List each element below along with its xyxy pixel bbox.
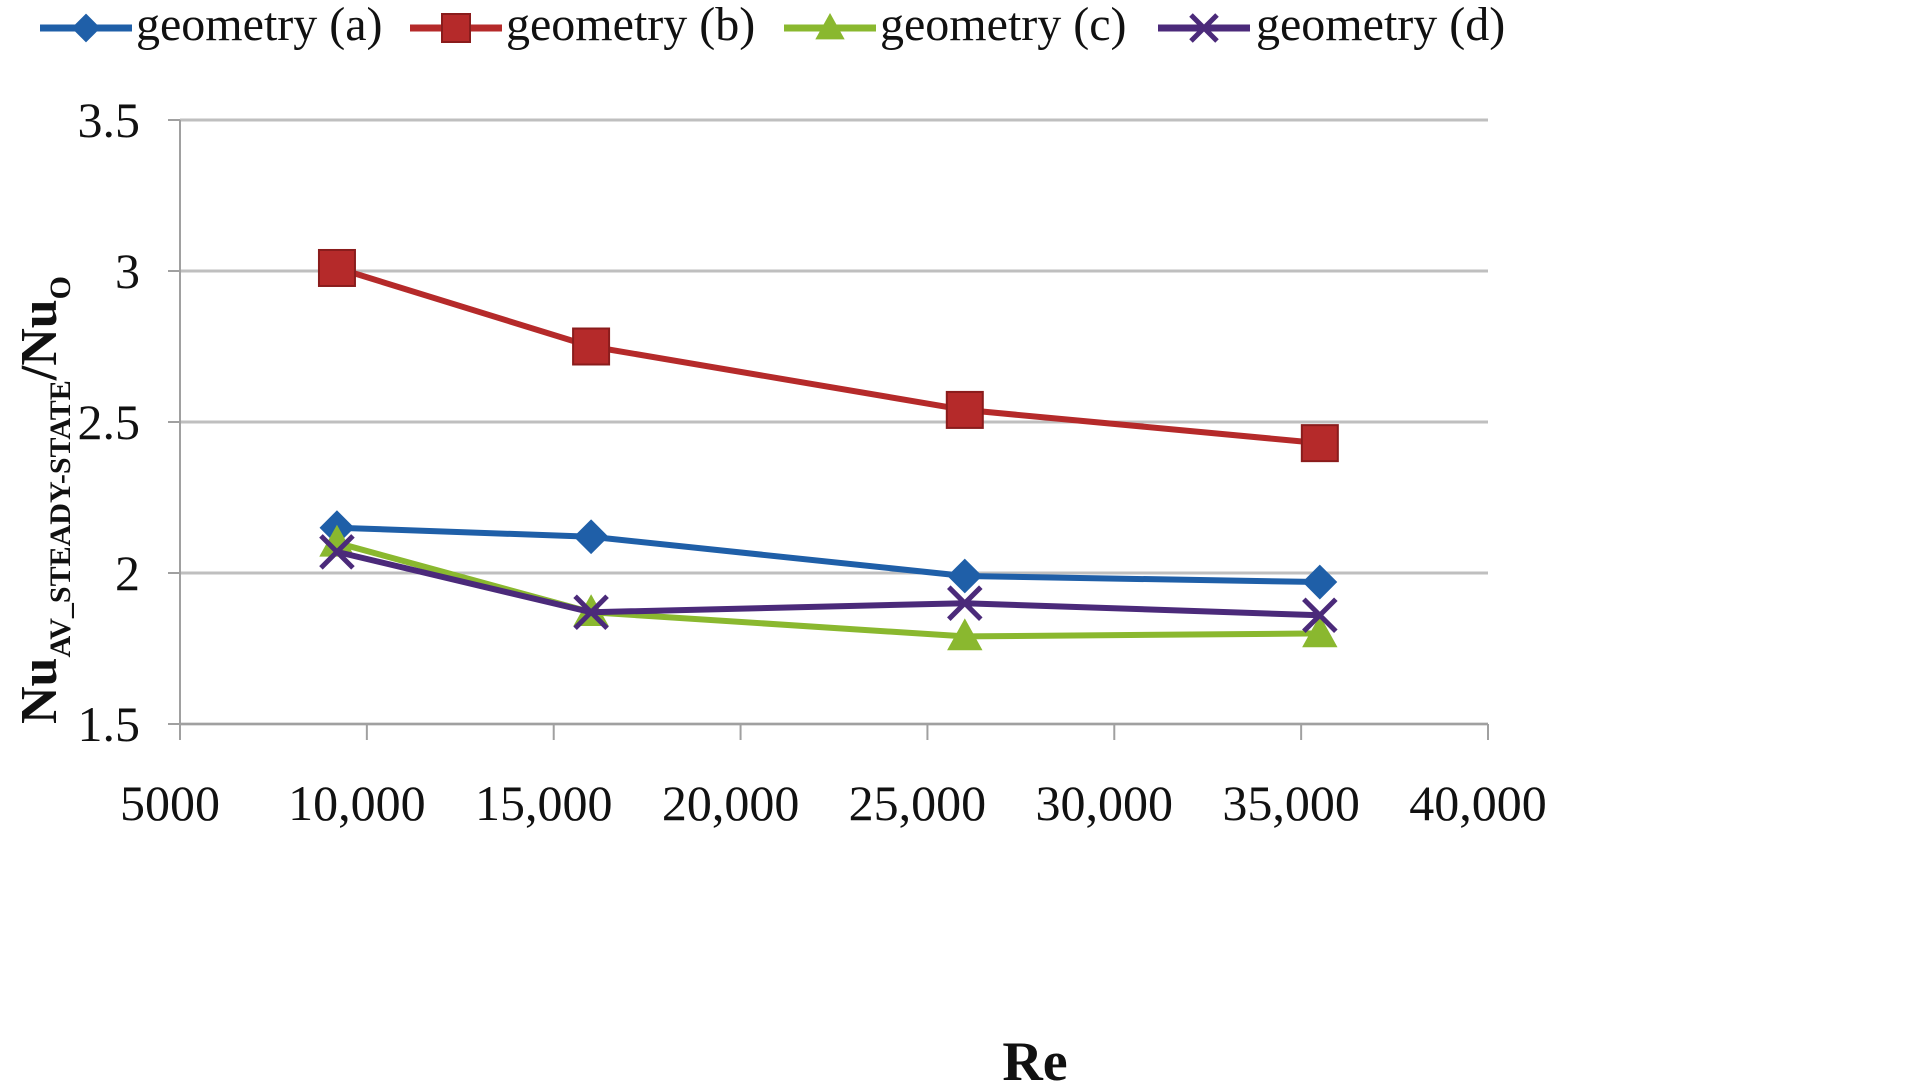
data-point bbox=[317, 248, 356, 287]
legend-marker bbox=[441, 13, 471, 43]
x-axis-label: Re bbox=[1002, 1031, 1067, 1091]
tick-labels: 1.5 2 2.5 3 3.5 5000 10,000 15,000 20,000 25,000 3… bbox=[78, 92, 1547, 831]
legend-item: geometry (a) bbox=[40, 0, 383, 51]
series-d bbox=[319, 534, 1338, 634]
series-line bbox=[336, 524, 1320, 586]
y-axis-label-sub: AV_STEADY-STATE bbox=[44, 380, 77, 657]
series-c bbox=[319, 524, 1338, 651]
x-tick-label: 20,000 bbox=[662, 775, 800, 831]
y-axis-label-main: Nu bbox=[11, 658, 68, 724]
x-tick-label: 40,000 bbox=[1409, 775, 1547, 831]
data-point bbox=[947, 585, 983, 621]
legend-item: geometry (b) bbox=[410, 0, 755, 51]
legend-label: geometry (d) bbox=[1256, 0, 1505, 51]
y-axis-label-slash: /Nu bbox=[11, 299, 68, 381]
series-line bbox=[336, 539, 1320, 640]
data-point bbox=[945, 390, 984, 429]
data-point bbox=[1302, 597, 1338, 634]
legend-marker bbox=[1189, 13, 1219, 43]
data-point bbox=[1302, 615, 1338, 648]
legend-item: geometry (d) bbox=[1158, 0, 1505, 51]
data-point bbox=[947, 558, 983, 594]
data-point bbox=[319, 534, 355, 570]
series-line bbox=[336, 265, 1321, 447]
legend-label: geometry (b) bbox=[506, 0, 755, 51]
data-point bbox=[1300, 424, 1339, 463]
legend: geometry (a) geometry (b) geometry (c) geom… bbox=[40, 0, 1505, 51]
legend-marker bbox=[815, 12, 845, 40]
y-tick-label: 2.5 bbox=[78, 394, 141, 450]
series-layer bbox=[317, 248, 1339, 651]
data-point bbox=[947, 618, 983, 651]
legend-item: geometry (c) bbox=[784, 0, 1127, 51]
y-tick-label: 3 bbox=[115, 243, 140, 299]
data-point bbox=[572, 327, 611, 366]
series-b bbox=[317, 248, 1339, 463]
y-axis-label-sub2: O bbox=[44, 276, 77, 299]
y-tick-label: 3.5 bbox=[78, 92, 141, 148]
data-point bbox=[1302, 564, 1338, 600]
x-tick-label: 15,000 bbox=[475, 775, 613, 831]
y-tick-label: 1.5 bbox=[78, 696, 141, 752]
x-tick-label: 30,000 bbox=[1036, 775, 1174, 831]
x-tick-label: 25,000 bbox=[849, 775, 987, 831]
data-point bbox=[573, 594, 609, 631]
x-tick-label: 10,000 bbox=[288, 775, 426, 831]
x-tick-label: 5000 bbox=[120, 775, 220, 831]
y-tick-label: 2 bbox=[115, 545, 140, 601]
data-point bbox=[573, 519, 609, 555]
legend-label: geometry (a) bbox=[136, 0, 383, 51]
series-line bbox=[336, 548, 1320, 619]
legend-marker bbox=[71, 13, 101, 43]
x-tick-label: 35,000 bbox=[1222, 775, 1360, 831]
series-a bbox=[319, 510, 1338, 600]
axes bbox=[168, 119, 1489, 740]
y-axis-label: NuAV_STEADY-STATE/NuO bbox=[11, 276, 77, 724]
legend-label: geometry (c) bbox=[880, 0, 1127, 51]
